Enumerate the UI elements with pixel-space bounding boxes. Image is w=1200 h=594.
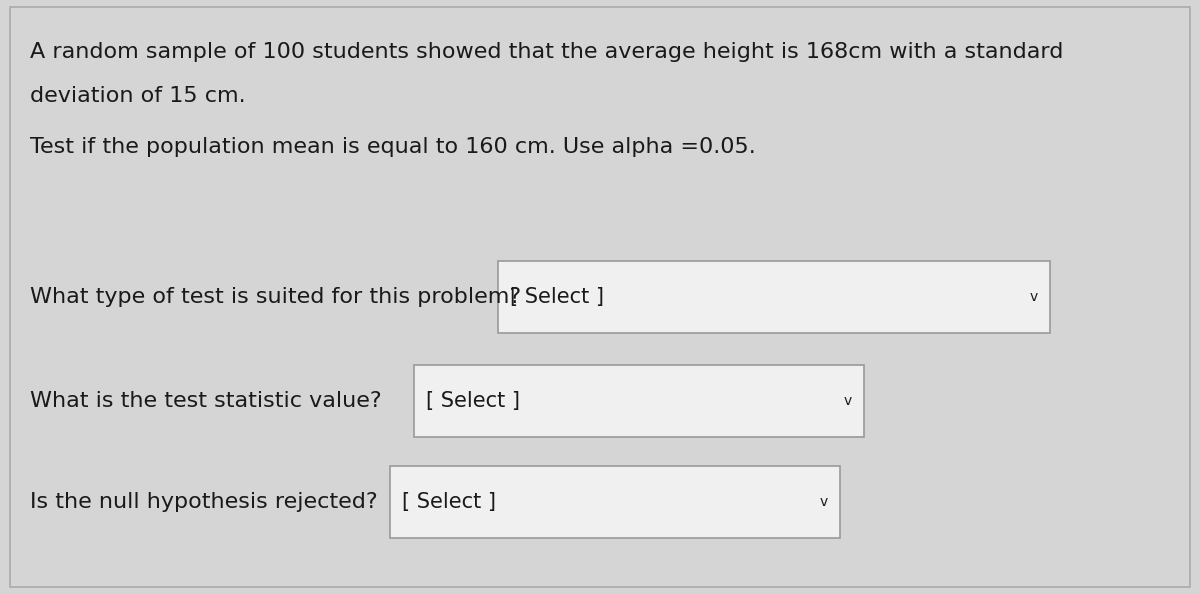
Text: v: v [844, 394, 852, 408]
FancyBboxPatch shape [414, 365, 864, 437]
Text: A random sample of 100 students showed that the average height is 168cm with a s: A random sample of 100 students showed t… [30, 42, 1063, 62]
FancyBboxPatch shape [390, 466, 840, 538]
FancyBboxPatch shape [498, 261, 1050, 333]
Text: Test if the population mean is equal to 160 cm. Use alpha =0.05.: Test if the population mean is equal to … [30, 137, 756, 157]
Text: [ Select ]: [ Select ] [510, 287, 604, 307]
Text: v: v [1030, 290, 1038, 304]
Text: What type of test is suited for this problem?: What type of test is suited for this pro… [30, 287, 521, 307]
Text: [ Select ]: [ Select ] [426, 391, 520, 411]
Text: [ Select ]: [ Select ] [402, 492, 496, 512]
Text: v: v [820, 495, 828, 509]
Text: deviation of 15 cm.: deviation of 15 cm. [30, 86, 246, 106]
Text: What is the test statistic value?: What is the test statistic value? [30, 391, 382, 411]
Text: Is the null hypothesis rejected?: Is the null hypothesis rejected? [30, 492, 378, 512]
